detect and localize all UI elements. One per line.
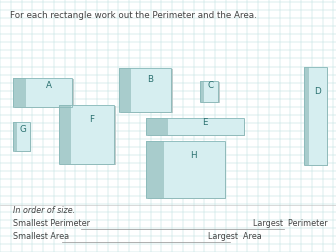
Text: F: F bbox=[90, 115, 94, 124]
Text: G: G bbox=[20, 125, 27, 134]
Bar bbox=[204, 81, 218, 102]
Bar bbox=[305, 68, 328, 166]
Bar bbox=[168, 118, 244, 135]
Bar bbox=[146, 141, 164, 198]
Text: Largest  Perimeter: Largest Perimeter bbox=[253, 219, 328, 228]
Bar bbox=[148, 142, 226, 199]
Text: H: H bbox=[190, 151, 197, 160]
Bar bbox=[200, 81, 218, 102]
Text: D: D bbox=[314, 87, 321, 96]
Text: In order of size.: In order of size. bbox=[13, 206, 76, 215]
Bar bbox=[201, 82, 220, 103]
Bar bbox=[146, 141, 225, 198]
Text: For each rectangle work out the Perimeter and the Area.: For each rectangle work out the Perimete… bbox=[10, 11, 257, 20]
Bar bbox=[13, 122, 30, 151]
Bar bbox=[59, 105, 71, 164]
Bar bbox=[146, 118, 168, 135]
Text: B: B bbox=[148, 75, 154, 84]
Bar bbox=[200, 81, 204, 102]
Text: Smallest Perimeter: Smallest Perimeter bbox=[13, 219, 90, 228]
Text: E: E bbox=[202, 118, 207, 127]
Text: C: C bbox=[208, 81, 214, 90]
Bar bbox=[13, 78, 26, 107]
Text: Largest  Area: Largest Area bbox=[208, 232, 262, 241]
Bar bbox=[164, 141, 225, 198]
Bar bbox=[304, 67, 309, 165]
Bar bbox=[60, 106, 116, 165]
Text: Smallest Area: Smallest Area bbox=[13, 232, 70, 241]
Bar bbox=[26, 78, 72, 107]
Bar bbox=[131, 68, 171, 112]
Bar bbox=[13, 122, 17, 151]
Bar bbox=[17, 122, 30, 151]
Bar bbox=[15, 123, 31, 152]
Bar bbox=[13, 78, 72, 107]
Bar bbox=[148, 119, 245, 136]
Bar bbox=[121, 69, 173, 113]
Bar bbox=[146, 118, 244, 135]
Bar bbox=[119, 68, 131, 112]
Text: A: A bbox=[46, 81, 52, 90]
Bar bbox=[59, 105, 114, 164]
Bar bbox=[15, 79, 74, 108]
Bar bbox=[119, 68, 171, 112]
Bar bbox=[304, 67, 327, 165]
Bar bbox=[309, 67, 327, 165]
Bar bbox=[71, 105, 114, 164]
